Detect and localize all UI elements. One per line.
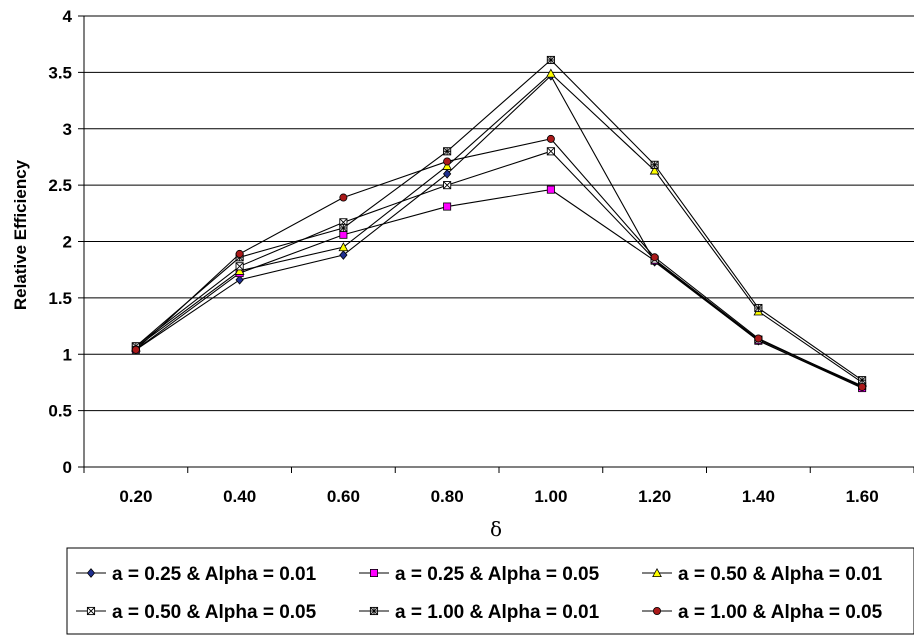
legend-label-5: a = 1.00 & Alpha = 0.05 xyxy=(678,602,883,623)
point-s2-4 xyxy=(546,68,556,78)
y-tick-label-1: 0.5 xyxy=(48,402,72,421)
series-line-4 xyxy=(135,59,863,381)
series-lines xyxy=(135,59,863,389)
legend-item-0: a = 0.25 & Alpha = 0.01 xyxy=(76,564,317,585)
series-line-2 xyxy=(135,72,863,383)
point-s2-5 xyxy=(649,165,660,175)
x-tick-label-3: 0.80 xyxy=(431,487,464,506)
point-s4-6 xyxy=(754,303,763,313)
point-s0-3 xyxy=(442,169,452,179)
y-tick-label-5: 2.5 xyxy=(48,176,72,195)
point-s1-4 xyxy=(546,185,555,194)
legend-item-2: a = 0.50 & Alpha = 0.01 xyxy=(642,564,883,585)
legend-marker-4 xyxy=(369,606,379,616)
point-s5-0 xyxy=(131,345,140,354)
point-s4-3 xyxy=(443,147,452,156)
point-s2-2 xyxy=(338,242,349,252)
x-tick-label-6: 1.40 xyxy=(742,487,775,506)
point-s0-2 xyxy=(339,250,348,260)
legend-marker-2 xyxy=(652,567,662,577)
legend-label-0: a = 0.25 & Alpha = 0.01 xyxy=(112,564,317,585)
point-s5-6 xyxy=(754,334,763,343)
point-s2-1 xyxy=(234,265,245,275)
y-tick-label-6: 3 xyxy=(63,120,72,139)
point-s4-7 xyxy=(858,376,867,385)
x-tick-label-1: 0.40 xyxy=(223,487,256,506)
legend-marker-5 xyxy=(653,607,662,616)
x-tick-label-7: 1.60 xyxy=(846,487,879,506)
point-s1-2 xyxy=(339,230,348,239)
gridlines xyxy=(84,15,914,412)
y-tick-label-4: 2 xyxy=(63,233,72,252)
legend-item-5: a = 1.00 & Alpha = 0.05 xyxy=(642,602,883,623)
x-tick-label-2: 0.60 xyxy=(327,487,360,506)
legend-item-4: a = 1.00 & Alpha = 0.01 xyxy=(359,602,600,623)
series-line-0 xyxy=(135,74,863,388)
point-s5-5 xyxy=(650,253,659,262)
y-tick-label-7: 3.5 xyxy=(48,63,72,82)
point-s1-3 xyxy=(443,202,452,211)
x-tick-label-5: 1.20 xyxy=(638,487,671,506)
legend-label-3: a = 0.50 & Alpha = 0.05 xyxy=(112,602,317,623)
point-s3-1 xyxy=(235,262,244,271)
y-tick-label-8: 4 xyxy=(63,7,73,26)
legend: a = 0.25 & Alpha = 0.01 a = 0.25 & Alpha … xyxy=(66,547,914,635)
series-markers xyxy=(131,55,867,393)
point-s3-3 xyxy=(443,181,452,190)
y-tick-label-2: 1 xyxy=(63,345,72,364)
legend-label-4: a = 1.00 & Alpha = 0.01 xyxy=(395,602,600,623)
legend-marker-1 xyxy=(369,569,378,578)
y-tick-label-3: 1.5 xyxy=(48,289,72,308)
point-s4-5 xyxy=(650,160,659,169)
x-tick-label-4: 1.00 xyxy=(534,487,567,506)
legend-label-1: a = 0.25 & Alpha = 0.05 xyxy=(395,564,600,585)
point-s2-3 xyxy=(442,160,452,170)
point-s3-4 xyxy=(546,147,555,156)
point-s5-3 xyxy=(443,157,452,166)
x-tick-label-0: 0.20 xyxy=(119,487,152,506)
point-s4-2 xyxy=(339,223,348,233)
legend-label-2: a = 0.50 & Alpha = 0.01 xyxy=(678,564,883,585)
series-line-3 xyxy=(135,150,863,387)
series-line-1 xyxy=(135,189,863,389)
x-tick-labels: 0.20 0.40 0.60 0.80 1.00 1.20 1.40 1.60 xyxy=(119,487,878,506)
point-s0-1 xyxy=(235,275,244,285)
point-s5-7 xyxy=(858,382,867,391)
point-s5-2 xyxy=(339,193,348,202)
y-tick-label-0: 0 xyxy=(63,458,72,477)
x-axis-label: δ xyxy=(490,517,502,541)
legend-marker-3 xyxy=(86,606,96,616)
series-line-5 xyxy=(135,138,863,388)
point-s4-4 xyxy=(546,55,555,65)
axes xyxy=(78,15,914,473)
y-axis-label: Relative Efficiency xyxy=(11,159,30,310)
point-s5-1 xyxy=(235,249,244,258)
legend-marker-0 xyxy=(86,568,96,578)
legend-item-1: a = 0.25 & Alpha = 0.05 xyxy=(359,564,600,585)
legend-box xyxy=(66,547,914,635)
point-s5-4 xyxy=(546,134,555,143)
y-tick-labels: 0 0.5 1 1.5 2 2.5 3 3.5 4 xyxy=(48,7,72,477)
legend-item-3: a = 0.50 & Alpha = 0.05 xyxy=(76,602,317,623)
